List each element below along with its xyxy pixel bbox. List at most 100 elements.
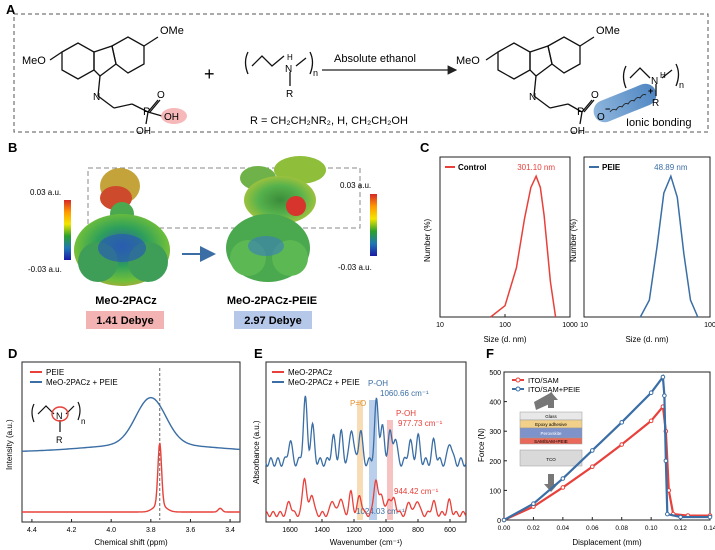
x-tick-label: 1400 xyxy=(314,527,330,534)
y-tick-label: 200 xyxy=(489,459,501,466)
f-ylabel: Force (N) xyxy=(477,428,486,462)
c-left-plot-frame xyxy=(439,156,571,318)
y-tick-label: 100 xyxy=(489,488,501,495)
ionic-bond-wave xyxy=(609,93,647,113)
y-tick-label: 400 xyxy=(489,400,501,407)
esp-scale-bar-right xyxy=(370,194,377,256)
x-tick-label: 0.14 xyxy=(704,525,715,532)
ionic-bond-highlight xyxy=(593,83,657,123)
data-point xyxy=(665,511,670,517)
reaction-plus: + xyxy=(204,64,215,84)
e-ann-po: P=O xyxy=(350,399,366,408)
e-ann-poh-blue: P-OH xyxy=(368,379,388,388)
c-right-plot-frame xyxy=(583,156,711,318)
stack-tco xyxy=(519,449,583,467)
r1-n-atom: N xyxy=(93,92,100,103)
e-band-poh-blue xyxy=(369,400,377,520)
x-tick-label: 100 xyxy=(499,322,511,329)
p-minus-sign: − xyxy=(605,104,610,114)
p-peie-n: N xyxy=(651,76,658,87)
esp-scale-left-top: 0.03 a.u. xyxy=(30,188,61,197)
panel-d-letter: D xyxy=(8,346,17,361)
data-point xyxy=(560,476,566,481)
esp-highlight-frame xyxy=(87,167,361,229)
c-left-ylabel: Number (%) xyxy=(423,219,432,262)
f-xlabel: Displacement (mm) xyxy=(572,538,642,547)
x-tick-label: 100 xyxy=(704,322,715,329)
panel-e-letter: E xyxy=(254,346,263,361)
x-tick-label: 600 xyxy=(444,527,456,534)
e-band-poh-red xyxy=(387,420,393,520)
x-tick-label: 0.06 xyxy=(586,525,599,532)
data-point xyxy=(660,374,666,380)
r1-p-atom: P xyxy=(143,106,150,118)
dipole-value-left: 1.41 Debye xyxy=(96,315,153,327)
x-tick-label: 3.8 xyxy=(146,527,156,534)
c-right-ylabel: Number (%) xyxy=(569,219,578,262)
panel-c-letter: C xyxy=(420,140,430,155)
esp-scale-left-bottom: -0.03 a.u. xyxy=(28,265,62,274)
r1-oh-highlight xyxy=(161,108,187,124)
d-inset-sub: n xyxy=(81,417,85,426)
p-plus-sign: + xyxy=(648,86,653,96)
product-peie xyxy=(622,63,680,96)
legend-label: MeO-2PACz xyxy=(288,368,332,377)
p-peie-r: R xyxy=(652,98,659,109)
series-line xyxy=(22,442,240,513)
c-right-xlabel: Size (d. nm) xyxy=(625,335,668,344)
e-ylabel: Absorbance (a.u.) xyxy=(252,420,261,484)
x-tick-label: 4.2 xyxy=(67,527,77,534)
e-ann-944: 944.42 cm⁻¹ xyxy=(394,487,439,496)
r1-meo-left: MeO xyxy=(22,55,46,67)
y-tick-label: 0 xyxy=(497,518,501,525)
x-tick-label: 1200 xyxy=(346,527,362,534)
data-point xyxy=(707,514,713,520)
dipole-badge-left xyxy=(86,311,164,329)
data-point xyxy=(589,448,595,453)
series-line xyxy=(490,174,557,318)
x-tick-label: 3.4 xyxy=(225,527,235,534)
x-tick-label: 0.12 xyxy=(674,525,687,532)
data-label: 48.89 nm xyxy=(654,163,688,172)
esp-scale-bar-left xyxy=(64,200,71,260)
peie-r-group: R xyxy=(286,89,293,100)
data-point xyxy=(619,420,625,425)
legend-label: PEIE xyxy=(46,368,64,377)
panel-f-letter: F xyxy=(486,346,494,361)
e-ann-1060: 1060.66 cm⁻¹ xyxy=(380,389,429,398)
stack-label-epoxy: Epoxy adhesive xyxy=(535,422,567,427)
d-inset-n: N xyxy=(56,411,63,421)
p-oh: OH xyxy=(570,126,585,137)
peie-h-atom: H xyxy=(287,53,293,62)
p-peie-h: H xyxy=(660,71,666,80)
panel-f: F Force (N) Displacement (mm) Glass Epox… xyxy=(477,346,715,547)
series-line xyxy=(639,173,699,318)
data-point xyxy=(619,442,625,447)
d-plot-frame xyxy=(21,361,241,523)
ionic-bonding-label: Ionic bonding xyxy=(626,117,691,129)
e-plot-frame xyxy=(265,361,467,523)
panel-c: C Number (%) Number (%) Size (d. nm) Siz… xyxy=(420,140,715,344)
x-tick-label: 1000 xyxy=(378,527,394,534)
p-n-atom: N xyxy=(529,92,536,103)
d-inset-r: R xyxy=(56,435,63,445)
meo-2pacz-structure xyxy=(49,36,163,125)
series-line xyxy=(265,477,467,518)
d-ylabel: Intensity (a.u.) xyxy=(5,419,14,470)
r1-oh-bottom: OH xyxy=(136,126,151,137)
panel-b: B 0.03 a.u. -0.03 a.u. 0.03 a.u. - xyxy=(8,140,377,329)
panel-b-letter: B xyxy=(8,140,17,155)
e-marks: 1600 1400 1200 1000 800 600 MeO-2PACzMeO-2PACz… xyxy=(265,368,467,534)
esp-molecule-left xyxy=(74,168,170,286)
f-marks: 0.00 0.02 0.04 0.06 0.08 0.10 0.12 0.14 0 100 200 3… xyxy=(489,370,715,532)
x-tick-label: 3.6 xyxy=(186,527,196,534)
dipole-badge-right xyxy=(234,311,312,329)
peie-n-atom: N xyxy=(285,64,292,75)
pull-arrow-up xyxy=(544,392,558,408)
y-tick-label: 500 xyxy=(489,370,501,377)
x-tick-label: 1600 xyxy=(282,527,298,534)
r1-o-atom: O xyxy=(157,90,165,101)
data-point xyxy=(589,464,595,470)
p-meo-left: MeO xyxy=(456,55,480,67)
